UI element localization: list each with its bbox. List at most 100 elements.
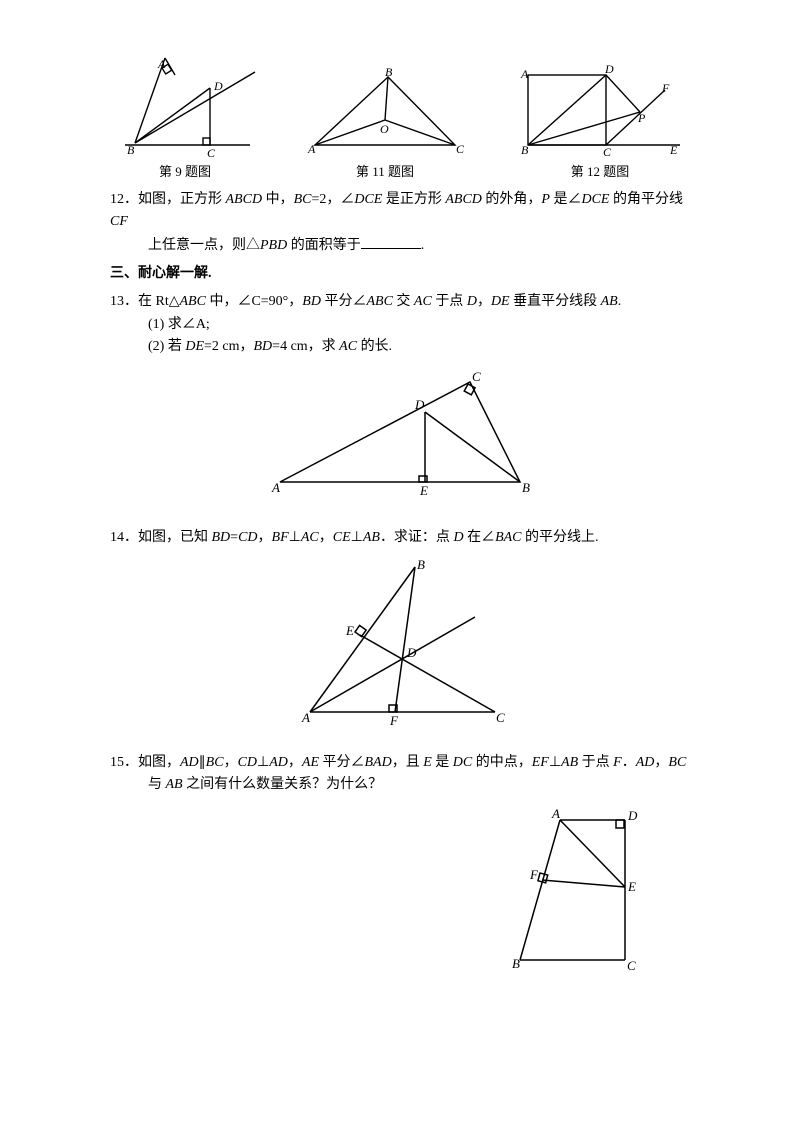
q13-part1: (1) 求∠A;: [110, 314, 690, 336]
q14-c: 在∠: [464, 530, 496, 545]
q15-ab2: AB: [166, 777, 183, 792]
q14-cd: CD: [238, 530, 257, 545]
q15-a: 如图，: [138, 755, 180, 770]
svg-text:B: B: [417, 557, 425, 572]
q14-ac: AC: [301, 530, 319, 545]
q15-ad2: AD: [269, 755, 288, 770]
q13-abc2: ABC: [366, 294, 392, 309]
svg-text:B: B: [522, 480, 530, 495]
q15-f1: 于点: [578, 755, 613, 770]
q12-dce2: DCE: [581, 192, 609, 207]
svg-text:E: E: [627, 879, 636, 894]
q12-l2b: 的面积等于: [287, 238, 361, 253]
svg-text:E: E: [345, 623, 354, 638]
svg-text:O: O: [380, 122, 389, 136]
svg-text:A: A: [520, 67, 529, 81]
q12-l2a: 上任意一点，则△: [148, 238, 260, 253]
q14-dd: 的平分线上.: [522, 530, 599, 545]
q13-p2d: 的长.: [357, 339, 392, 354]
svg-text:C: C: [603, 145, 612, 159]
q12-t5: 的外角，: [482, 192, 542, 207]
q12-dce: DCE: [354, 192, 382, 207]
q15-ae: AE: [302, 755, 319, 770]
figure-15: A D B C E F: [110, 805, 690, 975]
figure-13: A B C D E: [110, 367, 690, 497]
q14-ab: AB: [363, 530, 380, 545]
q15-f: F: [613, 755, 622, 770]
q14-p2: ⊥: [351, 530, 363, 545]
question-12: 12．如图，正方形 ABCD 中，BC=2，∠DCE 是正方形 ABCD 的外角…: [110, 189, 690, 257]
section-3-heading: 三、耐心解一解.: [110, 263, 690, 285]
svg-text:B: B: [512, 956, 520, 971]
q13-de: DE: [491, 294, 510, 309]
q14-c1: ，: [258, 530, 272, 545]
q15-bc2: BC: [668, 755, 686, 770]
q14-p1: ⊥: [289, 530, 301, 545]
q12-cf: CF: [110, 214, 128, 229]
question-15: 15．如图，AD∥BC，CD⊥AD，AE 平分∠BAD，且 E 是 DC 的中点…: [110, 752, 690, 797]
q13-ac2: AC: [339, 339, 357, 354]
svg-text:F: F: [529, 867, 539, 882]
svg-text:C: C: [496, 710, 505, 725]
q15-e: E: [423, 755, 432, 770]
q13-e: 于点: [432, 294, 467, 309]
q13-f: ，: [477, 294, 491, 309]
q13-a: 在 Rt△: [138, 294, 180, 309]
svg-text:C: C: [207, 146, 216, 160]
svg-text:P: P: [637, 111, 646, 125]
q12-blank: [361, 234, 421, 249]
q15-b: 平分∠: [319, 755, 365, 770]
q15-g: ．: [622, 755, 636, 770]
q15-cd: CD: [238, 755, 257, 770]
svg-text:A: A: [301, 710, 310, 725]
svg-text:B: B: [385, 65, 393, 79]
q15-ad3: AD: [636, 755, 655, 770]
q12-t6: 是∠: [550, 192, 582, 207]
q15-par: ∥: [199, 755, 206, 770]
q13-num: 13．: [110, 294, 138, 309]
q13-bd2: BD: [254, 339, 273, 354]
q13-c: 平分∠: [321, 294, 367, 309]
figure-14: A B C D E F: [110, 557, 690, 727]
q13-de2: DE: [185, 339, 204, 354]
svg-text:D: D: [414, 397, 425, 412]
q13-p2c: =4 cm，求: [272, 339, 339, 354]
q15-p2: ⊥: [549, 755, 561, 770]
q15-c3: ，: [654, 755, 668, 770]
q13-p2a: (2) 若: [148, 339, 185, 354]
q15-c1: ，: [224, 755, 238, 770]
q15-p1: ⊥: [257, 755, 269, 770]
q15-num: 15．: [110, 755, 138, 770]
svg-text:D: D: [604, 62, 614, 76]
svg-text:D: D: [406, 645, 417, 660]
figure-12: A D B C E F P 第 12 题图: [510, 60, 690, 183]
q14-a: 如图，已知: [138, 530, 212, 545]
caption-9: 第 9 题图: [110, 162, 260, 183]
q12-l2c: .: [421, 238, 425, 253]
q15-dc: DC: [453, 755, 472, 770]
q13-h: .: [618, 294, 622, 309]
q12-t2: 中，: [262, 192, 294, 207]
q15-bad: BAD: [365, 755, 392, 770]
q12-bc: BC: [294, 192, 312, 207]
svg-text:E: E: [419, 483, 428, 497]
q12-t4: 是正方形: [382, 192, 445, 207]
q15-c2: ，: [288, 755, 302, 770]
question-13: 13．在 Rt△ABC 中，∠C=90°，BD 平分∠ABC 交 AC 于点 D…: [110, 291, 690, 358]
caption-12: 第 12 题图: [510, 162, 690, 183]
svg-text:F: F: [661, 81, 670, 95]
svg-text:C: C: [456, 142, 465, 156]
svg-text:E: E: [669, 143, 678, 157]
figure-11: A B C O 第 11 题图: [300, 65, 470, 183]
q12-t7: 的角平分线: [609, 192, 683, 207]
q13-bd: BD: [302, 294, 321, 309]
q13-b: 中，∠C=90°，: [206, 294, 302, 309]
svg-text:F: F: [389, 713, 399, 727]
q15-d: 是: [432, 755, 453, 770]
q14-bd: BD: [212, 530, 231, 545]
q15-bc: BC: [206, 755, 224, 770]
q15-ab: AB: [561, 755, 578, 770]
q12-num: 12．: [110, 192, 138, 207]
q13-d1: 交: [393, 294, 414, 309]
svg-text:C: C: [627, 958, 636, 973]
